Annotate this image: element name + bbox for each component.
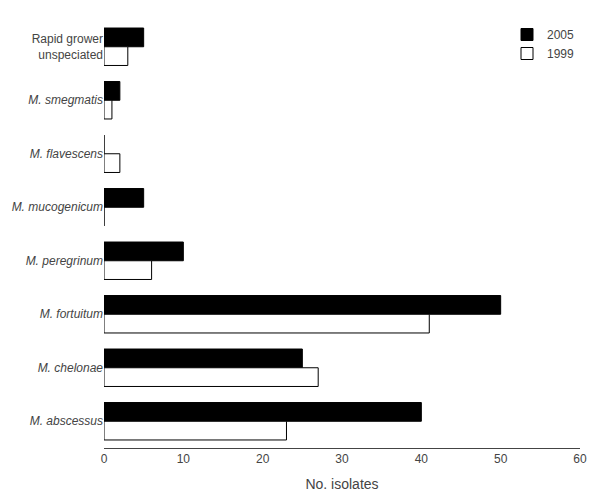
svg-text:1999: 1999 — [547, 47, 574, 61]
svg-text:M. mucogenicum: M. mucogenicum — [12, 200, 103, 214]
svg-text:M. abscessus: M. abscessus — [30, 414, 103, 428]
svg-text:M. smegmatis: M. smegmatis — [28, 93, 103, 107]
svg-text:60: 60 — [573, 452, 587, 466]
svg-text:M. peregrinum: M. peregrinum — [26, 254, 103, 268]
svg-text:50: 50 — [494, 452, 508, 466]
svg-text:20: 20 — [256, 452, 270, 466]
svg-text:M. flavescens: M. flavescens — [30, 147, 103, 161]
svg-text:30: 30 — [335, 452, 349, 466]
svg-text:Rapid growerunspeciated: Rapid growerunspeciated — [32, 32, 103, 62]
svg-text:40: 40 — [415, 452, 429, 466]
svg-text:0: 0 — [101, 452, 108, 466]
svg-text:M. chelonae: M. chelonae — [38, 361, 104, 375]
svg-text:M. fortuitum: M. fortuitum — [40, 307, 103, 321]
svg-text:No. isolates: No. isolates — [305, 476, 378, 492]
svg-text:2005: 2005 — [547, 28, 574, 42]
svg-text:10: 10 — [177, 452, 191, 466]
